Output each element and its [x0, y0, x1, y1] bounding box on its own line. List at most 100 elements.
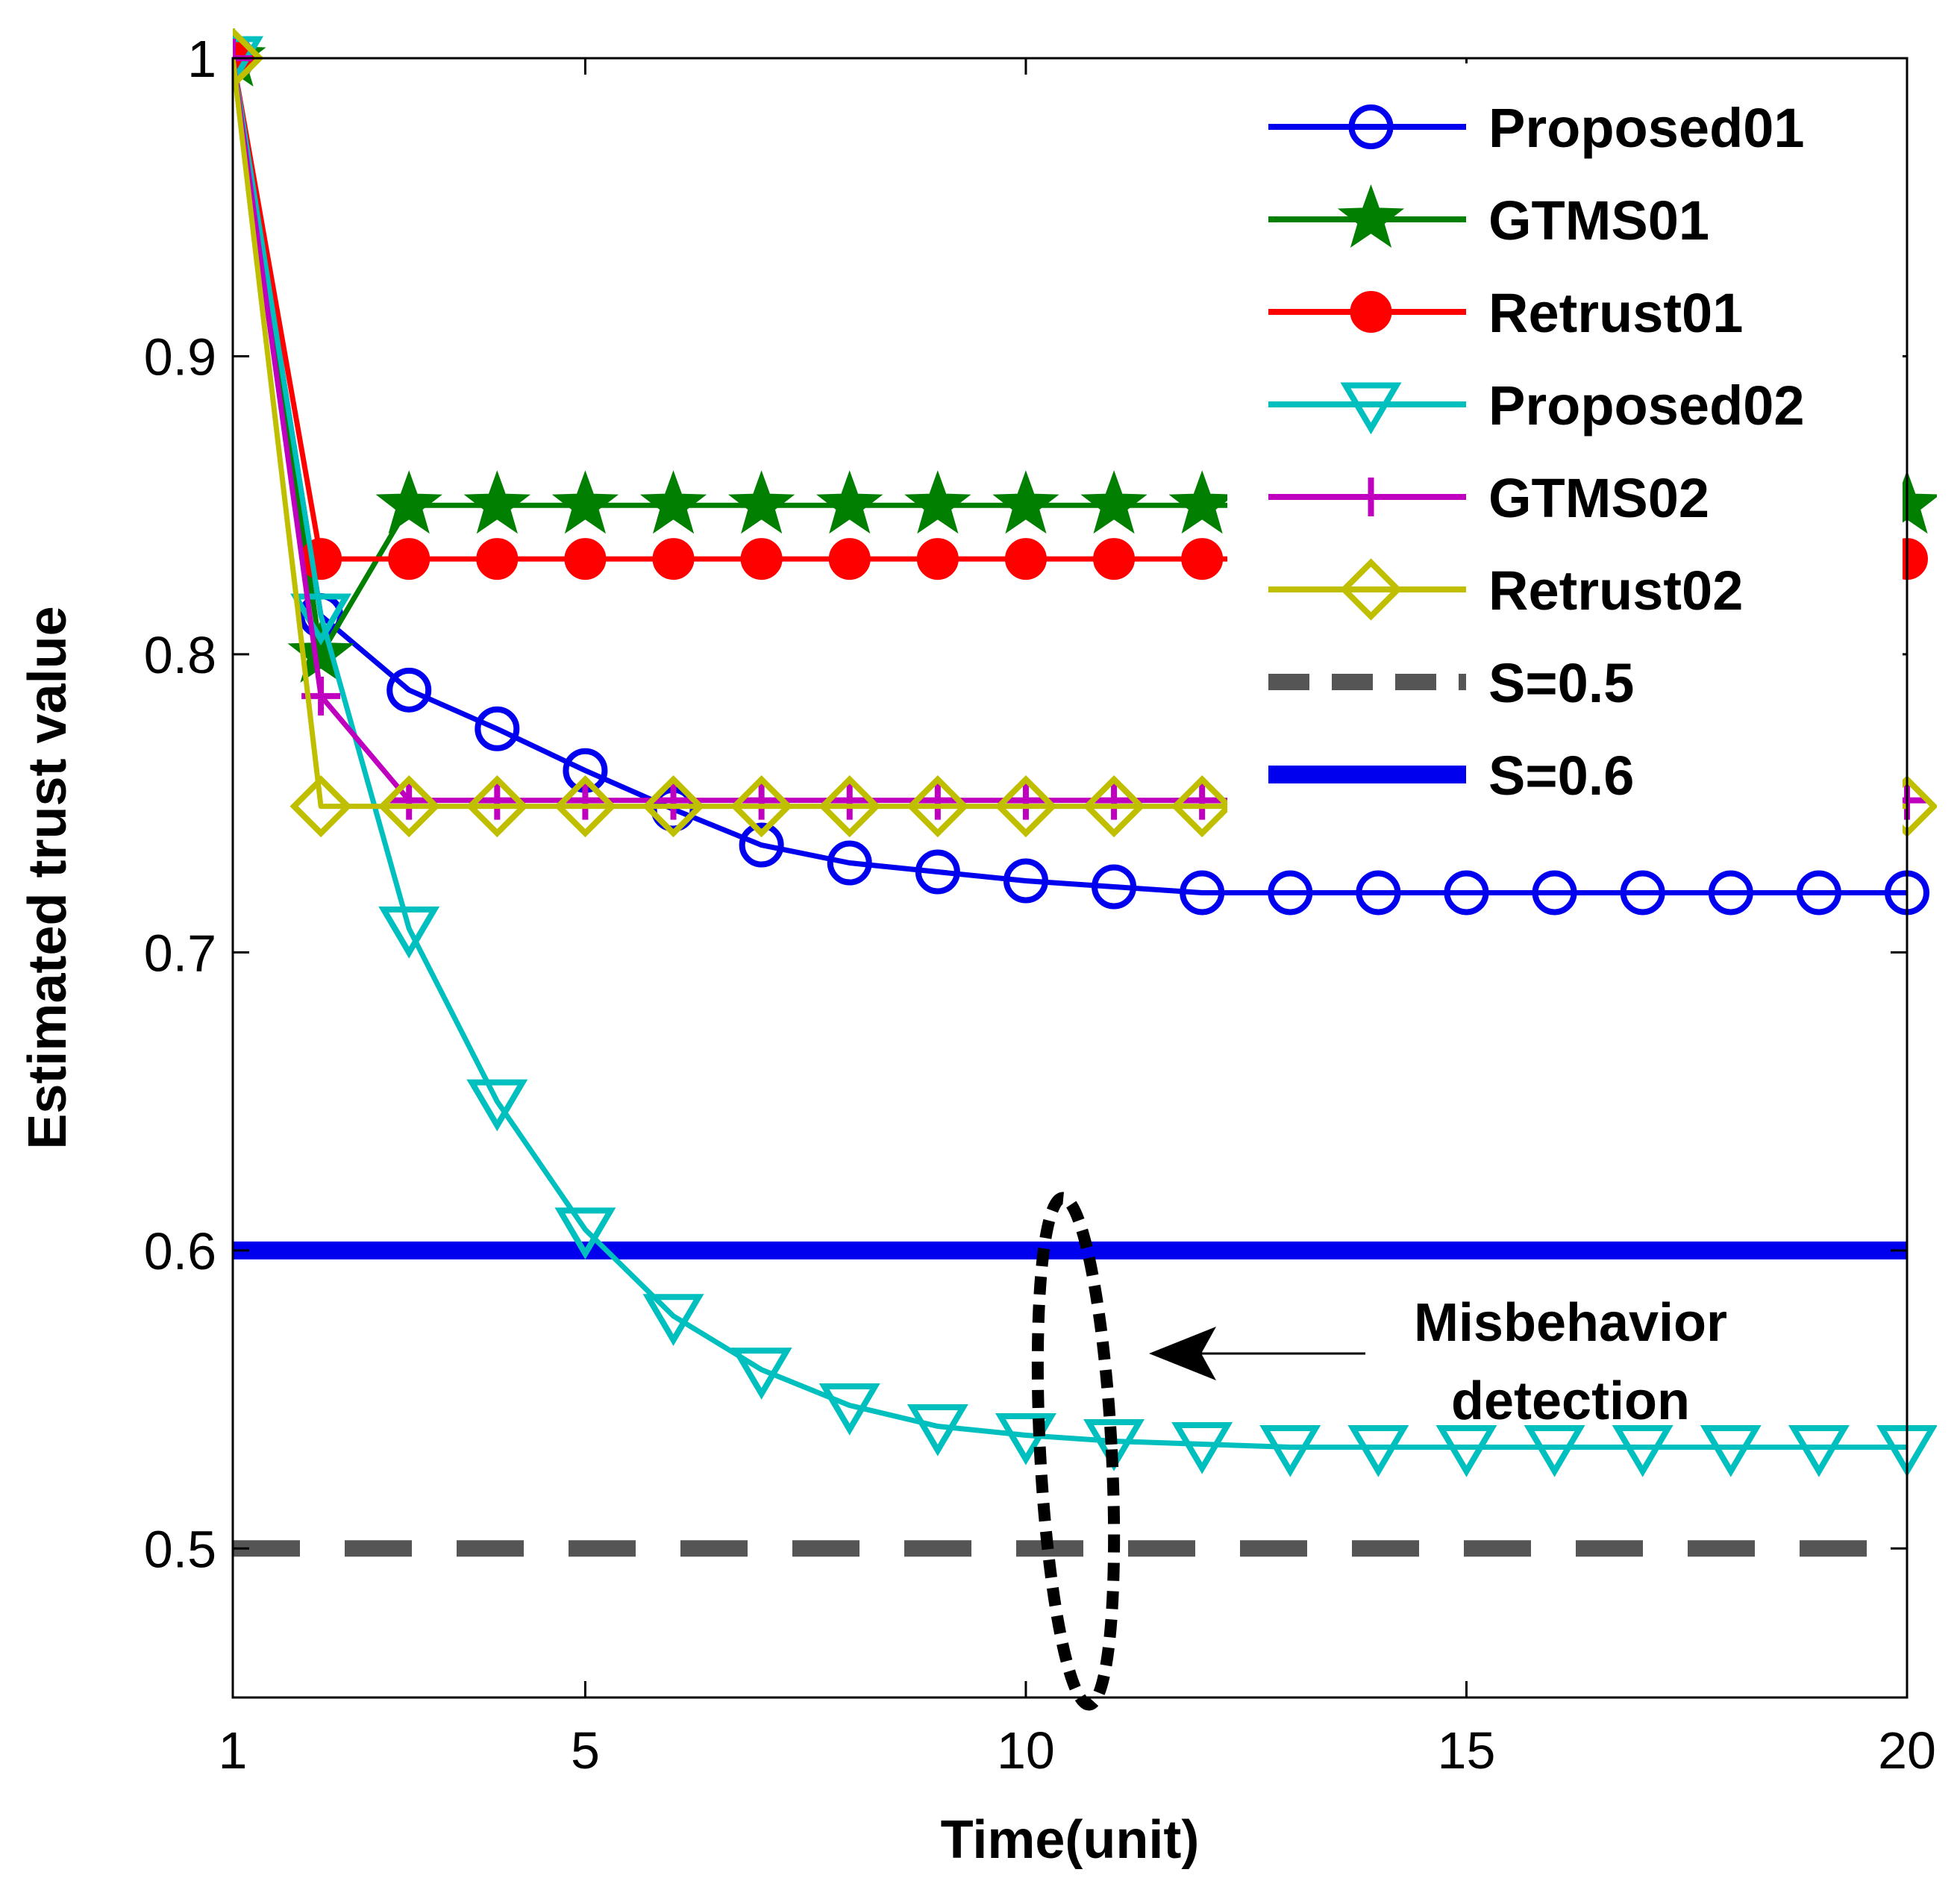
data-point-Retrust02-3	[378, 775, 440, 838]
data-point-Proposed01-9	[915, 849, 960, 895]
data-point-Retrust01-2	[300, 538, 342, 581]
legend-marker	[1339, 558, 1403, 621]
data-point-GTMS02-4	[478, 780, 517, 820]
y-axis-label: Estimated trust value	[18, 606, 78, 1149]
data-point-Retrust01-11	[1093, 538, 1136, 581]
data-point-Retrust01-5	[564, 538, 607, 581]
data-point-Proposed01-18	[1708, 870, 1753, 916]
data-point-Retrust02-1	[233, 28, 264, 90]
data-point-Retrust02-2	[289, 775, 352, 838]
data-point-Retrust02-12	[1171, 775, 1233, 838]
legend-entry-Retrust02: Retrust02	[1268, 558, 1743, 622]
data-point-Proposed01-11	[1092, 864, 1137, 910]
data-point-Retrust01-6	[652, 538, 695, 581]
data-point-Proposed01-8	[827, 840, 872, 886]
series-line-Proposed01	[233, 57, 1907, 895]
y-tick-label: 0.7	[144, 924, 216, 982]
data-point-Proposed01-4	[475, 706, 520, 751]
data-point-Proposed02-9	[907, 1404, 968, 1456]
misbehavior-annotation: Misbehavior detection	[1031, 1192, 1727, 1711]
data-point-Retrust02-7	[730, 775, 793, 838]
legend-label: Retrust02	[1488, 560, 1743, 622]
data-point-Proposed02-11	[1083, 1418, 1145, 1471]
data-point-GTMS01-10	[992, 470, 1059, 534]
x-tick-label: 15	[1438, 1721, 1496, 1780]
data-point-Proposed02-3	[378, 906, 440, 959]
data-point-Proposed02-18	[1700, 1424, 1762, 1477]
data-point-GTMS02-7	[742, 780, 781, 820]
data-point-Proposed01-10	[1003, 858, 1048, 904]
data-point-Retrust02-4	[466, 775, 528, 838]
x-tick-label: 1	[219, 1721, 248, 1780]
legend-label: Retrust01	[1488, 282, 1743, 344]
data-point-GTMS01-8	[816, 470, 883, 534]
data-point-Proposed01-12	[1180, 870, 1225, 916]
legend-entry-S=0.5: S=0.5	[1268, 652, 1634, 714]
data-point-Retrust02-5	[554, 775, 617, 838]
x-tick-label: 20	[1878, 1721, 1936, 1780]
legend-entry-Proposed02: Proposed02	[1268, 375, 1805, 436]
legend-box	[1227, 63, 1903, 839]
data-point-Proposed02-19	[1788, 1424, 1850, 1477]
data-point-Retrust01-10	[1004, 538, 1047, 581]
legend: Proposed01 GTMS01 Retrust01 Proposed02 GTMS0…	[1227, 63, 1903, 839]
data-point-GTMS01-5	[551, 470, 619, 534]
data-point-GTMS02-3	[389, 780, 429, 820]
legend-marker	[1340, 382, 1402, 435]
data-point-GTMS01-3	[375, 470, 442, 534]
annotation-arrow-head	[1149, 1327, 1216, 1380]
data-point-GTMS02-5	[566, 780, 605, 820]
detection-ellipse	[1031, 1192, 1121, 1711]
data-point-Proposed01-13	[1268, 870, 1313, 916]
axis-ticks: 1 5 10 15 200.50.60.70.80.91	[144, 30, 1936, 1780]
x-tick-label: 10	[997, 1721, 1055, 1780]
data-point-Proposed02-7	[730, 1348, 792, 1400]
data-point-Proposed01-16	[1532, 870, 1577, 916]
data-point-Proposed01-3	[386, 667, 432, 713]
data-point-Proposed02-16	[1524, 1424, 1585, 1477]
data-point-Retrust02-11	[1083, 775, 1145, 838]
y-tick-label: 0.6	[144, 1222, 216, 1280]
data-point-GTMS01-6	[639, 470, 707, 534]
legend-label: Proposed02	[1488, 375, 1805, 436]
data-point-GTMS02-12	[1183, 780, 1222, 820]
annotation-text-line: detection	[1451, 1371, 1690, 1431]
data-point-Proposed02-15	[1435, 1424, 1497, 1477]
data-point-GTMS02-8	[830, 780, 869, 820]
y-tick-label: 0.8	[144, 626, 216, 684]
data-point-GTMS01-11	[1080, 470, 1147, 534]
data-point-Proposed02-14	[1347, 1424, 1409, 1477]
data-point-Retrust01-7	[740, 538, 783, 581]
data-point-Retrust02-9	[907, 775, 969, 838]
data-point-GTMS01-4	[463, 470, 531, 534]
legend-entry-GTMS01: GTMS01	[1268, 184, 1709, 251]
axes-frame	[231, 57, 1909, 1699]
data-point-Retrust01-8	[828, 538, 871, 581]
data-point-Retrust02-6	[642, 775, 705, 838]
data-point-Proposed02-5	[554, 1207, 616, 1260]
data-point-Retrust01-4	[476, 538, 519, 581]
data-point-GTMS01-9	[904, 470, 971, 534]
data-point-Proposed02-17	[1612, 1424, 1673, 1477]
x-tick-label: 5	[571, 1721, 600, 1780]
data-point-GTMS02-11	[1095, 780, 1134, 820]
data-point-Proposed01-17	[1620, 870, 1665, 916]
legend-marker	[1337, 184, 1405, 248]
data-point-Proposed01-14	[1356, 870, 1401, 916]
data-point-Retrust01-9	[916, 538, 959, 581]
annotation-text-line: Misbehavior	[1414, 1293, 1727, 1353]
legend-marker	[1350, 291, 1392, 333]
y-tick-label: 0.9	[144, 328, 216, 386]
legend-entry-S=0.6: S=0.6	[1268, 745, 1634, 807]
data-point-GTMS02-10	[1006, 780, 1045, 820]
data-point-Proposed02-6	[642, 1294, 704, 1346]
legend-marker	[1351, 478, 1391, 516]
threshold-lines	[233, 1241, 1907, 1557]
legend-entry-Proposed01: Proposed01	[1268, 97, 1805, 159]
data-point-Retrust02-8	[818, 775, 881, 838]
data-point-Proposed02-10	[995, 1412, 1056, 1465]
data-point-Proposed02-12	[1171, 1421, 1233, 1474]
data-point-Retrust01-3	[388, 538, 430, 581]
legend-entry-GTMS02: GTMS02	[1268, 467, 1709, 529]
